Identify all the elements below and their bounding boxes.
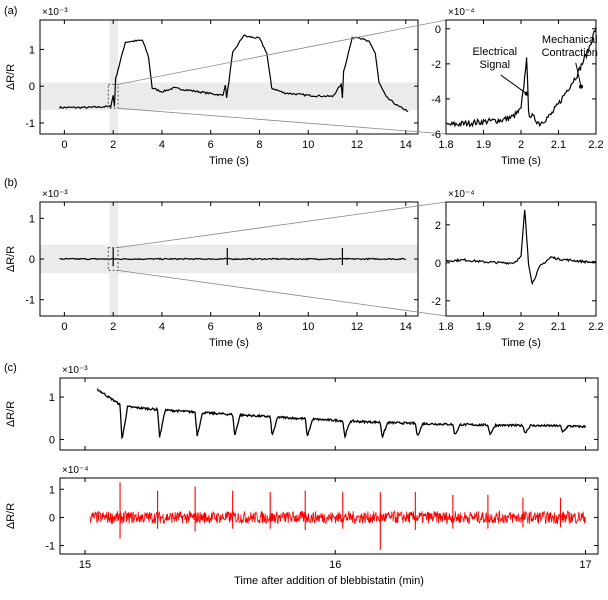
a_inset-xtick-label: 2	[518, 139, 524, 151]
b_main-connector-bottom	[117, 270, 447, 317]
b_main-xtick-label: 8	[256, 321, 262, 333]
a_main-xtick-label: 6	[208, 139, 214, 151]
a_main-band-v	[109, 20, 119, 134]
c_bottom-xtick-label: 15	[79, 559, 91, 571]
c_bottom-xlabel: Time after addition of blebbistatin (min…	[234, 575, 424, 587]
a_main-xlabel: Time (s)	[209, 155, 249, 167]
a_main-ylabel: ΔR/R	[5, 64, 17, 90]
c_top-multiplier: ×10⁻³	[62, 365, 88, 376]
b_inset-xtick-label: 2.2	[588, 321, 603, 333]
a-inset-annotation-arrow	[575, 62, 582, 87]
a_main-band-h	[40, 82, 418, 111]
b_inset-xtick-label: 1.9	[476, 321, 491, 333]
a_main-xtick-label: 8	[256, 139, 262, 151]
b_inset-xlabel: Time (s)	[501, 337, 541, 349]
a_inset-series-line	[445, 26, 597, 128]
a_inset-ytick-label: -2	[431, 59, 441, 71]
a_inset-ytick-label: -4	[431, 94, 441, 106]
a_main-xtick-label: 10	[302, 139, 314, 151]
b_inset-multiplier: ×10⁻⁴	[448, 189, 475, 200]
a_main-multiplier: ×10⁻³	[42, 7, 68, 18]
b_inset-ytick-label: -2	[431, 296, 441, 308]
c-bottom-noise-line	[89, 509, 586, 525]
a_inset-xlabel: Time (s)	[501, 155, 541, 167]
a_inset-ytick-label: 0	[435, 24, 441, 36]
c_bottom-ytick-label: -1	[45, 541, 55, 553]
b_inset-ytick-label: 0	[435, 258, 441, 270]
a-inset-annotation-2-line2: Contraction	[542, 47, 598, 59]
a_inset-xtick-label: 1.9	[476, 139, 491, 151]
a_inset-ytick-label: -6	[431, 129, 441, 141]
a_inset-multiplier: ×10⁻⁴	[448, 7, 475, 18]
c-top-series-line	[96, 388, 587, 440]
a_main-xtick-label: 0	[61, 139, 67, 151]
a-inset-annotation-arrowhead	[524, 91, 529, 96]
a_main-ytick-label: -1	[25, 118, 35, 130]
b_main-multiplier: ×10⁻³	[42, 189, 68, 200]
a_main-zoom-box	[107, 83, 119, 109]
a_main-xtick-label: 2	[110, 139, 116, 151]
c_bottom-ytick-label: 1	[49, 484, 55, 496]
b_inset-frame	[445, 201, 597, 317]
a_inset-xtick-label: 2.2	[588, 139, 603, 151]
c_bottom-ytick-label: 0	[49, 512, 55, 524]
b_inset-xtick-label: 2	[518, 321, 524, 333]
b_main-xtick-label: 2	[110, 321, 116, 333]
a_main-xtick-label: 12	[351, 139, 363, 151]
c_top-ytick-label: 1	[49, 392, 55, 404]
a_main-connector-top	[117, 19, 447, 85]
c_top-ytick-label: 0	[49, 434, 55, 446]
c_bottom-frame	[59, 477, 599, 555]
b_main-ytick-label: -1	[25, 295, 35, 307]
a_inset-xtick-label: 1.8	[438, 139, 453, 151]
b_main-connector-top	[117, 201, 447, 248]
c_top-frame	[59, 377, 599, 451]
b_inset-xtick-label: 1.8	[438, 321, 453, 333]
a_main-ytick-label: 0	[29, 81, 35, 93]
b_inset-ytick-label: 2	[435, 220, 441, 232]
a_main-ytick-label: 1	[29, 44, 35, 56]
b_main-xtick-label: 4	[159, 321, 165, 333]
c_top-panel-label: (c)	[4, 362, 17, 374]
a_main-frame	[39, 19, 419, 135]
b_main-xtick-label: 14	[400, 321, 412, 333]
a-inset-annotation-2: Mechanical	[542, 34, 598, 46]
b_main-ylabel: ΔR/R	[5, 246, 17, 272]
a_main-xtick-label: 14	[400, 139, 412, 151]
a_main-series-line	[59, 34, 409, 112]
b_main-xtick-label: 10	[302, 321, 314, 333]
c_bottom-xtick-label: 17	[579, 559, 591, 571]
b_main-xtick-label: 0	[61, 321, 67, 333]
a-inset-annotation-1: Electrical	[472, 46, 517, 58]
a_main-xtick-label: 4	[159, 139, 165, 151]
b_main-ytick-label: 0	[29, 254, 35, 266]
c_bottom-xtick-label: 16	[329, 559, 341, 571]
b_main-xlabel: Time (s)	[209, 337, 249, 349]
a_main-panel-label: (a)	[4, 5, 17, 17]
a_inset-xtick-label: 2.1	[551, 139, 566, 151]
b_main-xtick-label: 12	[351, 321, 363, 333]
c_top-ylabel: ΔR/R	[5, 401, 17, 427]
a-inset-annotation-1-line2: Signal	[479, 59, 510, 71]
a_main-connector-bottom	[118, 107, 447, 135]
a-inset-annotation-arrow	[500, 74, 527, 95]
b_main-series-line	[59, 257, 407, 261]
c_bottom-ylabel: ΔR/R	[5, 503, 17, 529]
b_main-panel-label: (b)	[4, 177, 17, 189]
c_bottom-multiplier: ×10⁻⁴	[62, 465, 89, 476]
a-inset-annotation-arrowhead	[579, 84, 583, 89]
b_main-ytick-label: 1	[29, 213, 35, 225]
b_inset-xtick-label: 2.1	[551, 321, 566, 333]
b_main-zoom-box	[107, 247, 119, 271]
b_inset-series-line	[445, 209, 597, 286]
b_main-xtick-label: 6	[208, 321, 214, 333]
